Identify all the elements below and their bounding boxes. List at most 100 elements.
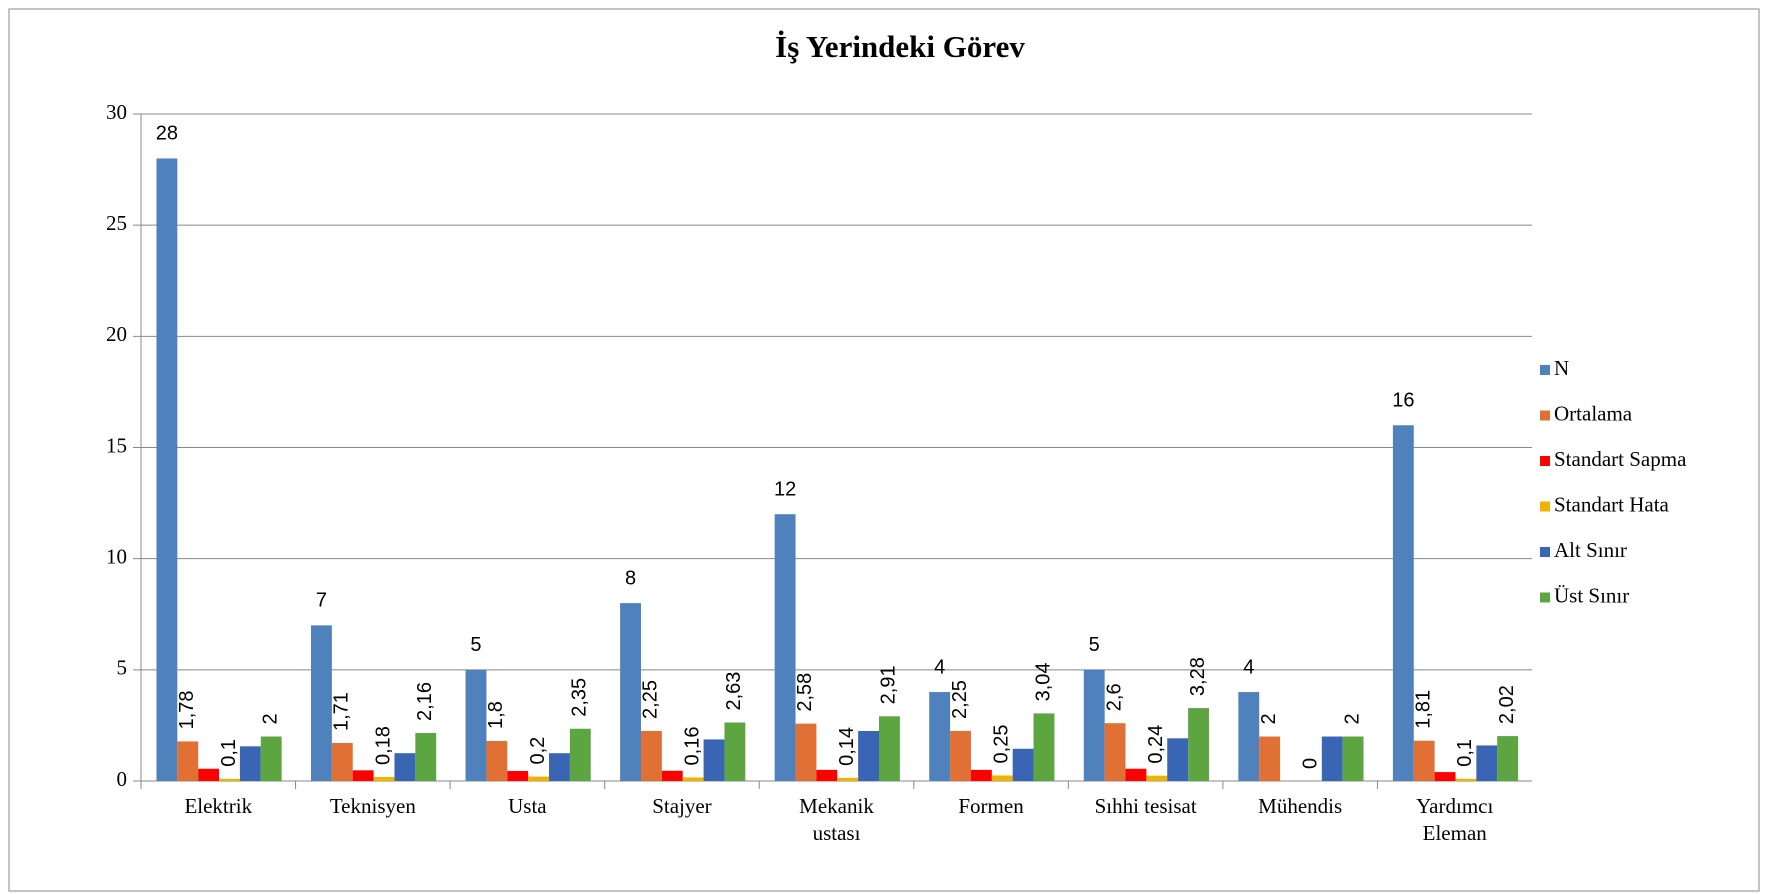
bar	[661, 770, 683, 781]
data-label: 2,91	[878, 665, 900, 704]
bar	[1146, 775, 1168, 781]
bar	[177, 741, 199, 781]
data-label: 1,78	[176, 690, 198, 729]
data-label: 28	[156, 123, 178, 145]
legend-label: Alt Sınır	[1554, 538, 1627, 562]
data-label: 4	[1243, 656, 1254, 678]
data-label: 5	[470, 634, 481, 656]
data-label: 0,18	[372, 726, 394, 765]
data-label: 2	[259, 713, 281, 724]
bar	[198, 768, 220, 781]
data-label: 0,2	[527, 737, 549, 765]
data-label: 8	[625, 567, 636, 589]
data-label: 2,25	[640, 680, 662, 719]
data-label: 12	[774, 478, 796, 500]
bar	[239, 746, 261, 781]
data-label: 2	[1341, 713, 1363, 724]
data-label: 0,14	[836, 727, 858, 766]
bar	[1012, 748, 1034, 781]
bar	[486, 740, 508, 781]
x-tick-label: Mekanik ustası	[799, 794, 874, 845]
bar	[1083, 669, 1105, 781]
data-label: 2,63	[723, 672, 745, 711]
bar	[1476, 745, 1498, 781]
legend-label: Ortalama	[1554, 401, 1633, 425]
bar	[331, 742, 353, 781]
bar	[219, 778, 240, 781]
legend-swatch	[1540, 592, 1550, 603]
bar	[373, 776, 395, 781]
data-label: 5	[1089, 634, 1100, 656]
bar	[929, 692, 951, 781]
bar	[507, 770, 529, 781]
legend-swatch	[1540, 501, 1550, 512]
bar	[1125, 768, 1147, 781]
bar	[156, 158, 178, 781]
data-label: 2,25	[949, 680, 971, 719]
bar	[1238, 692, 1260, 781]
bar	[1455, 778, 1477, 781]
bar	[1033, 713, 1055, 781]
bar	[352, 770, 374, 781]
y-tick-label: 0	[117, 767, 128, 791]
bar	[816, 769, 838, 781]
data-label: 0,25	[991, 725, 1013, 764]
bar	[311, 625, 332, 781]
data-label: 0	[1300, 758, 1322, 769]
bar	[465, 669, 487, 781]
data-label: 4	[934, 656, 945, 678]
legend-swatch	[1540, 365, 1550, 375]
y-tick-label: 30	[106, 100, 127, 124]
data-label: 0,24	[1145, 725, 1167, 764]
chart-title: İş Yerindeki Görev	[775, 29, 1025, 64]
bar	[1167, 738, 1189, 781]
bar	[970, 769, 992, 781]
x-tick-label: Mühendis	[1258, 794, 1343, 818]
bar	[1392, 425, 1414, 781]
data-label: 2,58	[794, 673, 816, 712]
data-label: 7	[316, 590, 327, 612]
bar	[858, 730, 880, 781]
bar	[1342, 736, 1364, 781]
bar	[879, 716, 900, 781]
y-tick-label: 25	[106, 211, 127, 235]
bar	[950, 730, 971, 781]
x-tick-label: Elektrik	[184, 794, 253, 818]
bar	[394, 753, 416, 781]
bar	[549, 753, 570, 781]
data-label: 2,02	[1496, 685, 1518, 724]
bar	[991, 775, 1013, 781]
data-label: 0,16	[681, 727, 703, 766]
bar	[682, 777, 704, 781]
x-tick-label: Yardımcı Eleman	[1416, 794, 1494, 845]
data-label: 1,71	[331, 692, 353, 731]
data-label: 1,81	[1412, 690, 1434, 729]
data-label: 2,16	[414, 682, 436, 721]
x-tick-label: Sıhhi tesisat	[1094, 794, 1197, 818]
bar	[1259, 736, 1281, 781]
data-label: 16	[1392, 390, 1414, 412]
y-tick-label: 5	[117, 656, 128, 680]
x-tick-label: Usta	[508, 794, 547, 818]
legend-label: Standart Sapma	[1554, 447, 1687, 471]
bar	[260, 736, 282, 781]
legend-label: N	[1554, 356, 1569, 380]
bar	[1188, 708, 1209, 781]
data-label: 0,1	[218, 739, 240, 767]
x-tick-label: Teknisyen	[329, 794, 416, 818]
bar	[795, 723, 817, 781]
data-label: 3,28	[1187, 657, 1209, 696]
x-tick-label: Stajyer	[652, 794, 712, 818]
y-tick-label: 10	[106, 544, 127, 568]
y-tick-label: 20	[106, 322, 127, 346]
bar	[415, 732, 437, 781]
legend-swatch	[1540, 547, 1550, 557]
bar	[1497, 736, 1519, 781]
bar	[837, 777, 859, 781]
data-label: 0,1	[1454, 739, 1476, 767]
bar	[1434, 772, 1456, 781]
data-label: 1,8	[485, 701, 507, 729]
legend-label: Standart Hata	[1554, 492, 1670, 516]
bar	[569, 728, 591, 781]
